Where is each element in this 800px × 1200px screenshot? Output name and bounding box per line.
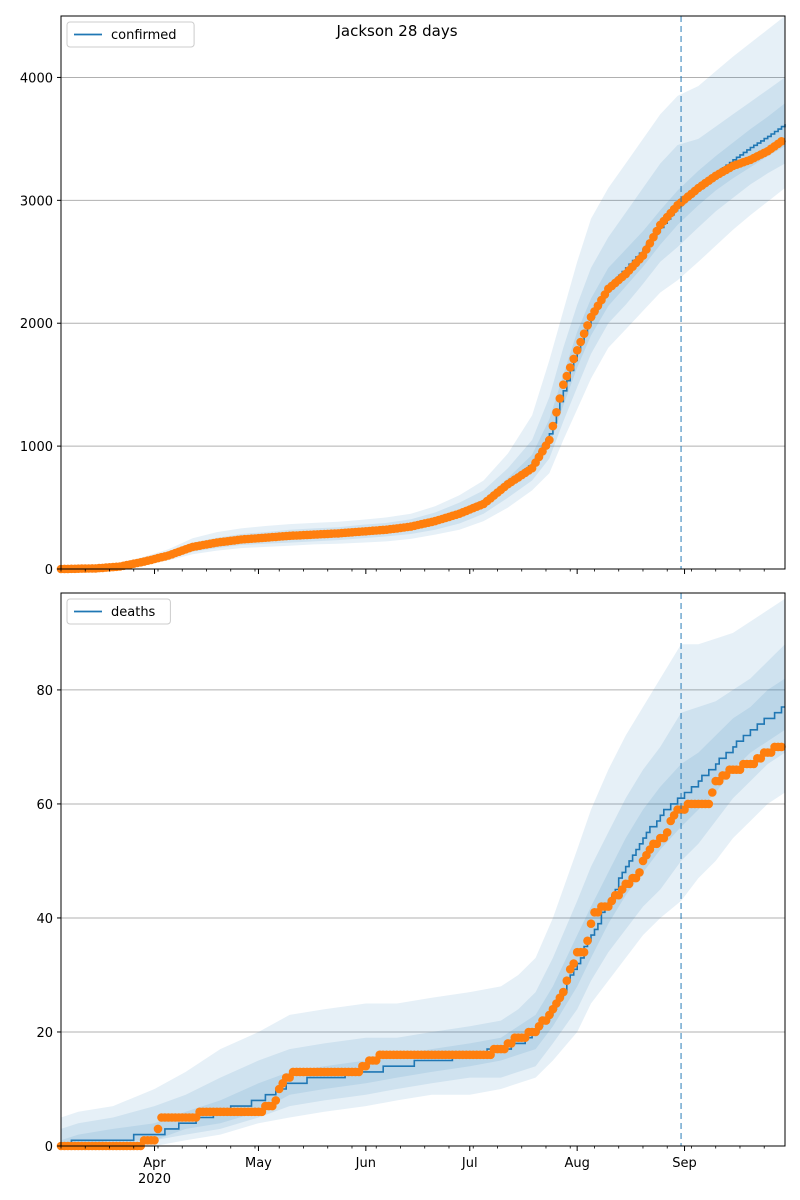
legend-box [66,598,171,625]
observed-point [662,828,672,837]
observed-point [579,329,589,339]
y-tick-label: 3000 [20,194,53,209]
legend-label: confirmed [111,28,177,43]
legend-box [66,21,195,48]
observed-point [562,976,572,985]
figure-title: Jackson 28 days [335,22,457,40]
confirmed-panel: 0 1000 2000 3000 4000 confirmed [20,15,786,578]
observed-point [569,959,578,968]
x-tick-label: Jun [355,1156,376,1171]
y-tick-label: 4000 [20,71,53,86]
legend: deaths [66,598,171,625]
observed-point [545,435,554,445]
observed-point [548,421,558,431]
observed-series [56,742,786,1151]
observed-point [583,321,592,330]
observed-point [559,987,568,997]
y-tick-label: 40 [36,912,53,927]
observed-point [708,788,717,797]
y-tick-label: 20 [36,1026,53,1041]
observed-point [559,380,568,390]
observed-point [569,354,578,364]
y-tick-label: 1000 [20,440,53,455]
uncertainty-band [61,644,785,1146]
observed-point [562,371,572,381]
x-tick-label: May [245,1156,272,1171]
x-tick-label: Aug [564,1156,589,1171]
observed-point [150,1136,159,1145]
observed-point [583,936,592,946]
observed-point [635,868,644,877]
observed-point [777,137,786,146]
observed-point [153,1124,163,1134]
y-tick-label: 0 [45,1140,53,1155]
observed-point [555,394,565,403]
observed-point [579,947,589,957]
axes-frame [60,592,786,1147]
observed-point [704,799,714,809]
x-tick-year-label: 2020 [138,1172,171,1187]
legend: confirmed [66,21,195,48]
x-tick-label: Jul [461,1156,478,1171]
legend-label: deaths [111,605,156,620]
observed-point [552,408,561,417]
y-tick-label: 0 [45,563,53,578]
observed-series [56,137,786,574]
y-tick-label: 2000 [20,317,53,332]
y-tick-label: 60 [36,798,53,813]
x-tick-label: Apr [143,1156,166,1171]
observed-point [565,363,575,372]
observed-point [576,337,585,347]
x-tick-label: Sep [672,1156,697,1171]
observed-point [586,919,596,928]
observed-point [777,742,786,752]
uncertainty-band [61,16,785,569]
observed-point [271,1096,281,1105]
axes-frame [60,15,786,570]
observed-point [572,346,582,355]
y-tick-label: 80 [36,684,53,699]
